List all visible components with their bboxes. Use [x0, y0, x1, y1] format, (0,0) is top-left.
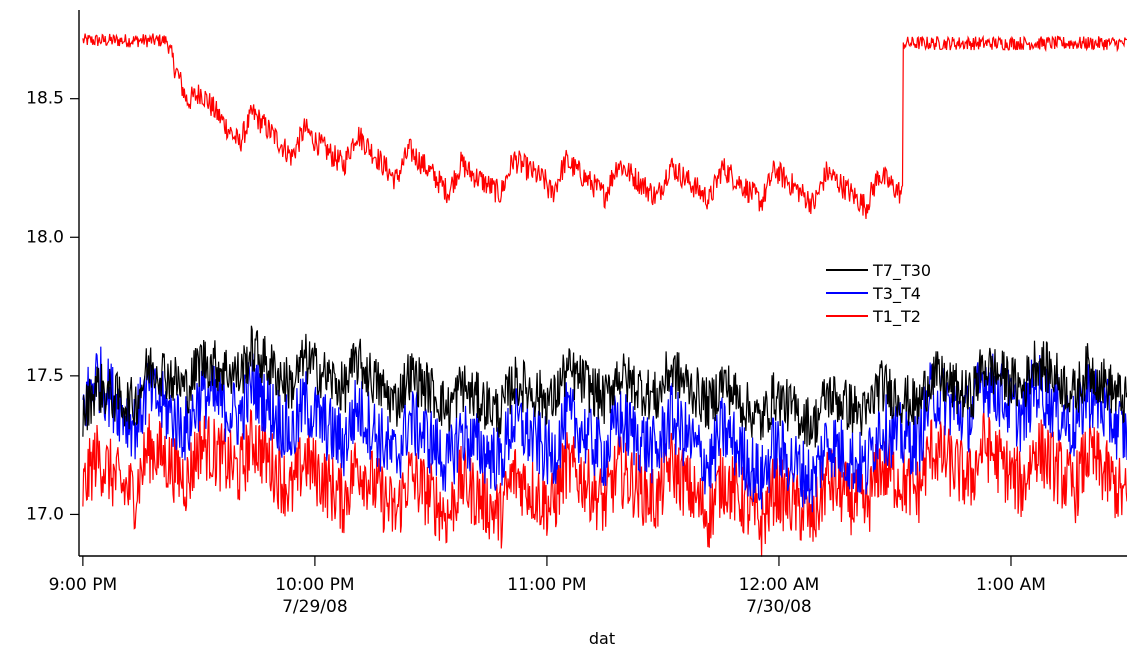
legend-label-t1-t2: T1_T2 — [872, 307, 921, 327]
series-line-t7-t30 — [82, 325, 1127, 448]
x-ticks: 9:00 PM 10:00 PM 11:00 PM 12:00 AM 1:00 … — [49, 556, 1046, 617]
y-tick-label: 17.5 — [26, 366, 64, 386]
x-tick-label: 10:00 PM — [275, 575, 354, 595]
plot-series — [82, 33, 1127, 557]
x-tick-label: 12:00 AM — [739, 575, 820, 595]
x-tick-label: 11:00 PM — [507, 575, 586, 595]
y-tick-label: 18.5 — [26, 89, 64, 109]
legend-label-t3-t4: T3_T4 — [872, 284, 921, 304]
x-axis-title: dat — [589, 629, 615, 648]
x-tick-label: 9:00 PM — [49, 575, 118, 595]
y-ticks: 17.0 17.5 18.0 18.5 — [26, 89, 79, 524]
x-tick-date-label: 7/30/08 — [746, 597, 812, 617]
y-tick-label: 18.0 — [26, 227, 64, 247]
x-tick-date-label: 7/29/08 — [282, 597, 348, 617]
axes — [78, 10, 1127, 557]
legend-label-t7-t30: T7_T30 — [872, 261, 931, 281]
series-line-t1-t2-upper — [82, 33, 1127, 220]
legend: T7_T30 T3_T4 T1_T2 — [826, 261, 931, 327]
y-tick-label: 17.0 — [26, 504, 64, 524]
x-tick-label: 1:00 AM — [976, 575, 1046, 595]
